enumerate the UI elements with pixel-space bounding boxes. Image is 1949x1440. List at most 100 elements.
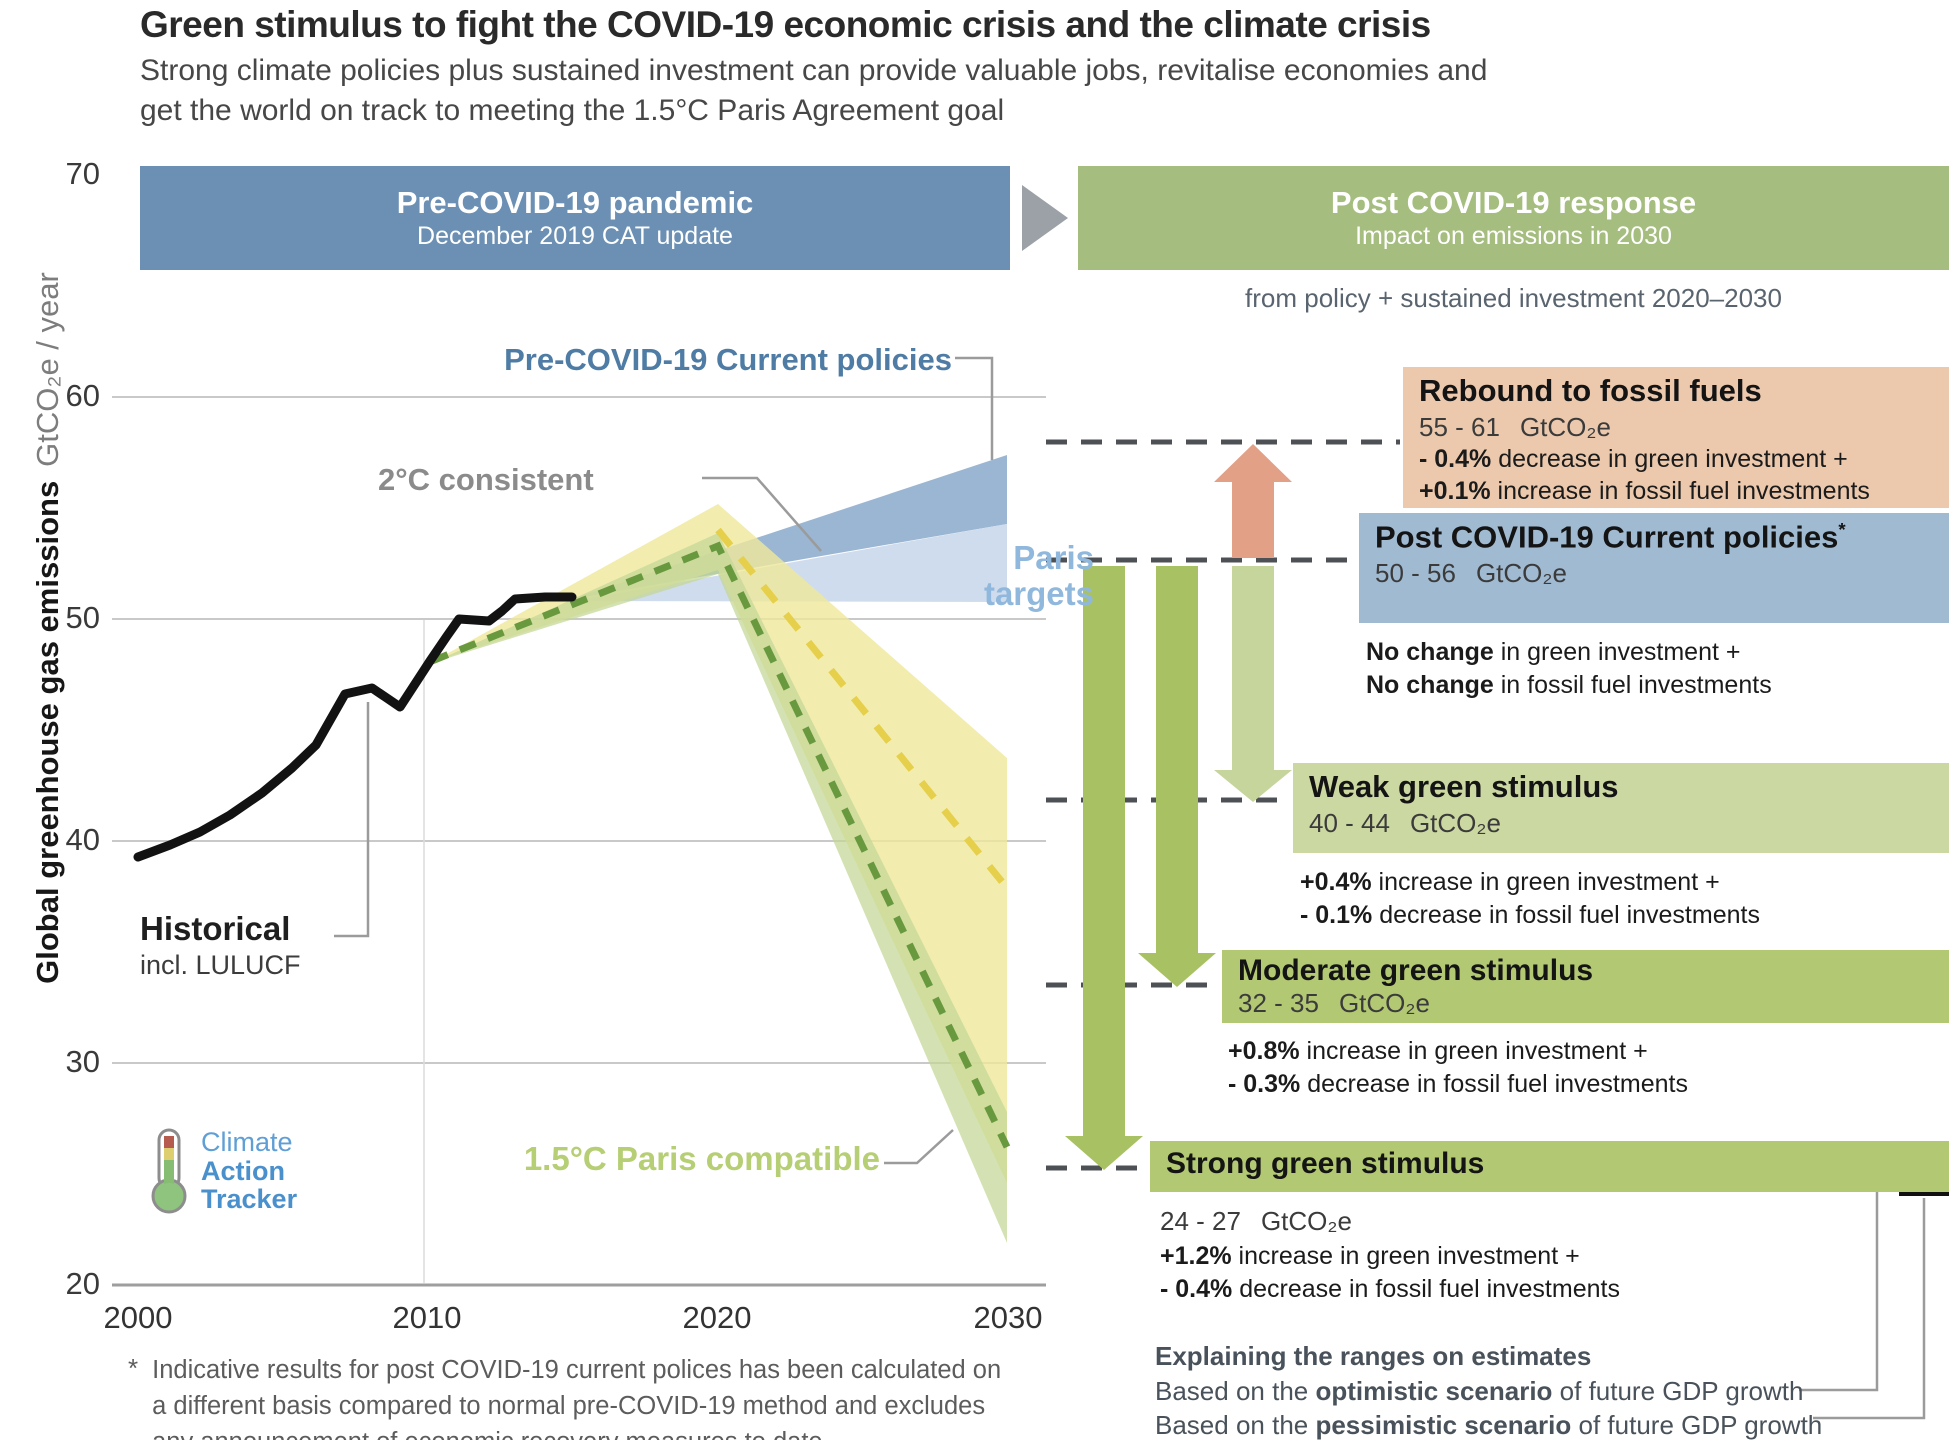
scenario-bands [432,455,1007,1243]
explainer-pes-bold: pessimistic scenario [1315,1409,1572,1440]
label-15c-compatible: 1.5°C Paris compatible [523,1140,880,1177]
banner-pre-covid-title: Pre-COVID-19 pandemic [396,185,754,221]
box-postcovid-range-value: 50 - 56 [1375,558,1456,589]
explainer-pes-pre: Based on the [1155,1409,1316,1440]
rebound-line1-bold: - 0.4% [1419,444,1492,473]
weak-line1-rest: increase in green investment + [1371,868,1720,896]
gridlines [112,396,1046,1287]
box-weak-title: Weak green stimulus [1309,769,1619,804]
moderate-line2-rest: decrease in fossil fuel investments [1300,1069,1688,1098]
box-rebound-title: Rebound to fossil fuels [1419,373,1762,408]
postcovid-line1-bold: No change [1366,638,1494,666]
postcovid-line2-bold: No change [1366,670,1494,699]
box-weak-unit: GtCO₂e [1409,807,1501,838]
weak-line2-bold: - 0.1% [1300,900,1373,929]
rebound-line1-rest: decrease in green investment + [1491,444,1848,473]
moderate-investments: +0.8% increase in green investment + - 0… [1228,1035,1688,1100]
y-axis-label-main: Global greenhouse gas emissions [30,480,65,984]
page-subtitle-line1: Strong climate policies plus sustained i… [140,54,1488,87]
connector-pessimistic [1813,1198,1926,1420]
label-paris-line2: targets [983,574,1094,612]
strong-range: 24 - 27 GtCO₂e [1160,1206,1352,1237]
explainer-pes-post: of future GDP growth [1571,1409,1823,1440]
explainer-opt-post: of future GDP growth [1552,1376,1804,1407]
box-weak-green-stimulus: Weak green stimulus 40 - 44 GtCO₂e [1293,763,1949,853]
moderate-line1-rest: increase in green investment + [1299,1037,1648,1065]
postcovid-line1-rest: in green investment + [1493,638,1741,666]
box-moderate-range-value: 32 - 35 [1238,987,1319,1018]
x-tick-2020: 2020 [682,1300,752,1335]
strong-investments: +1.2% increase in green investment + - 0… [1160,1240,1620,1305]
footnote-line2: a different basis compared to normal pre… [152,1392,986,1421]
banner-pre-covid: Pre-COVID-19 pandemic December 2019 CAT … [140,166,1010,270]
rebound-line2-rest: increase in fossil fuel investments [1490,477,1870,506]
label-precovid-current-policies: Pre-COVID-19 Current policies [504,342,952,377]
box-weak-range: 40 - 44 GtCO₂e [1309,808,1949,839]
explainer-opt-bold: optimistic scenario [1315,1376,1553,1407]
banner-post-covid-subtitle: Impact on emissions in 2030 [1355,221,1672,250]
connector-15c-label [884,1129,954,1165]
weak-line1-bold: +0.4% [1300,868,1372,896]
footnote-text: Indicative results for post COVID-19 cur… [152,1352,1001,1440]
y-tick-50: 50 [65,600,100,635]
band-15c-compatible [432,533,1007,1243]
banner-pre-covid-subtitle: December 2019 CAT update [417,221,733,250]
logo-line-action: Action [201,1155,285,1186]
box-strong-green-stimulus: Strong green stimulus [1150,1141,1949,1192]
y-tick-40: 40 [65,822,100,857]
y-tick-70: 70 [65,156,100,191]
moderate-line1-bold: +0.8% [1228,1037,1300,1065]
label-paris-line1: Paris [1013,539,1094,576]
footnote-line3: any announcement of economic recovery me… [152,1424,1001,1440]
arrow-rebound-up [1214,444,1292,558]
rebound-line2-bold: +0.1% [1419,477,1491,506]
box-moderate-unit: GtCO₂e [1338,987,1430,1018]
moderate-line2-bold: - 0.3% [1228,1069,1301,1098]
dashed-15c-median [430,541,1011,1149]
footnote-asterisk: * [128,1353,139,1383]
strong-unit: GtCO₂e [1260,1206,1352,1236]
impact-arrows [1065,444,1292,1170]
box-moderate-range: 32 - 35 GtCO₂e [1238,988,1949,1019]
box-weak-range-value: 40 - 44 [1309,807,1390,838]
box-rebound-investments: - 0.4% decrease in green investment + +0… [1419,443,1949,508]
box-postcovid-title: Post COVID-19 Current policies* [1375,519,1949,555]
label-historical: Historical [140,910,291,947]
arrow-moderate-down [1138,566,1216,987]
strong-line1-rest: increase in green investment + [1231,1242,1580,1270]
box-postcovid-title-text: Post COVID-19 Current policies [1375,519,1839,555]
historical-line [133,592,577,862]
box-postcovid-current-policies: Post COVID-19 Current policies* 50 - 56 G… [1359,513,1949,623]
box-rebound-range: 55 - 61 GtCO₂e [1419,412,1949,443]
box-rebound-unit: GtCO₂e [1519,411,1611,442]
connector-2c-label [702,476,822,552]
footnote-line1: Indicative results for post COVID-19 cur… [152,1356,1002,1384]
logo-line-tracker: Tracker [201,1184,298,1215]
connector-optimistic [1799,1152,1879,1392]
connector-precovid-label [955,356,994,460]
weak-line2-rest: decrease in fossil fuel investments [1372,900,1760,929]
y-tick-60: 60 [65,378,100,413]
footnote: * Indicative results for post COVID-19 c… [128,1352,1001,1440]
strong-range-value: 24 - 27 [1160,1206,1241,1236]
x-tick-2010: 2010 [392,1300,462,1335]
explainer-optimistic: Based on the optimistic scenario of futu… [1155,1375,1822,1408]
banner-post-covid: Post COVID-19 response Impact on emissio… [1078,166,1949,270]
banner-post-covid-title: Post COVID-19 response [1330,185,1697,221]
page-subtitle-line2: get the world on track to meeting the 1.… [140,94,1005,127]
y-tick-20: 20 [65,1266,100,1301]
climate-action-tracker-logo: Climate Action Tracker [147,1128,297,1214]
strong-line2-rest: decrease in fossil fuel investments [1232,1274,1620,1303]
box-postcovid-unit: GtCO₂e [1475,558,1567,589]
x-tick-2000: 2000 [103,1300,173,1335]
label-2c-consistent: 2°C consistent [378,462,594,497]
strong-line1-bold: +1.2% [1160,1242,1232,1270]
y-axis-label-unit: GtCO₂e / year [30,272,65,467]
arrow-weak-down [1214,566,1292,802]
explainer-pessimistic: Based on the pessimistic scenario of fut… [1155,1409,1822,1440]
label-connectors [334,356,1926,1420]
pathway-medians [430,527,1011,1149]
banner-arrow-icon [1022,185,1068,251]
